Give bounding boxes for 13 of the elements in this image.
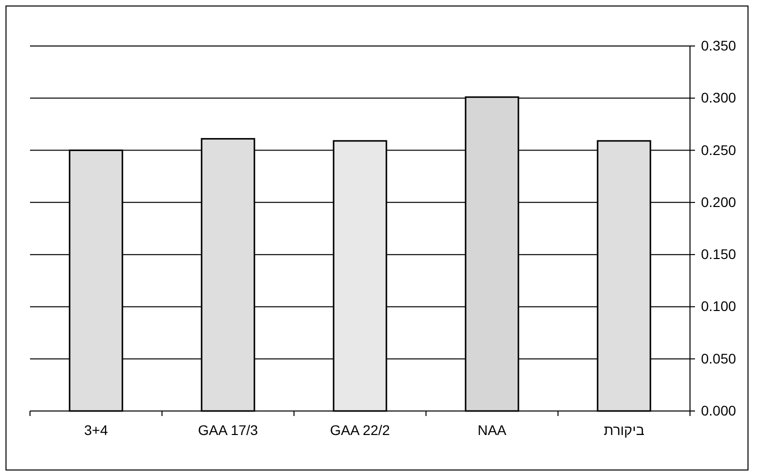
y-tick-label: 0.150 xyxy=(701,246,736,262)
y-tick-label: 0.200 xyxy=(701,194,736,210)
y-tick-label: 0.300 xyxy=(701,90,736,106)
x-tick-label: NAA xyxy=(478,422,508,438)
y-tick-label: 0.100 xyxy=(701,298,736,314)
x-tick-label: GAA 22/2 xyxy=(330,422,390,438)
y-tick-label: 0.250 xyxy=(701,142,736,158)
x-tick-label: 3+4 xyxy=(84,422,108,438)
y-tick-label: 0.000 xyxy=(701,402,736,418)
x-tick-label: ביקורת xyxy=(604,422,644,438)
y-tick-label: 0.050 xyxy=(701,350,736,366)
x-tick-label: GAA 17/3 xyxy=(198,422,258,438)
y-tick-label: 0.350 xyxy=(701,37,736,54)
